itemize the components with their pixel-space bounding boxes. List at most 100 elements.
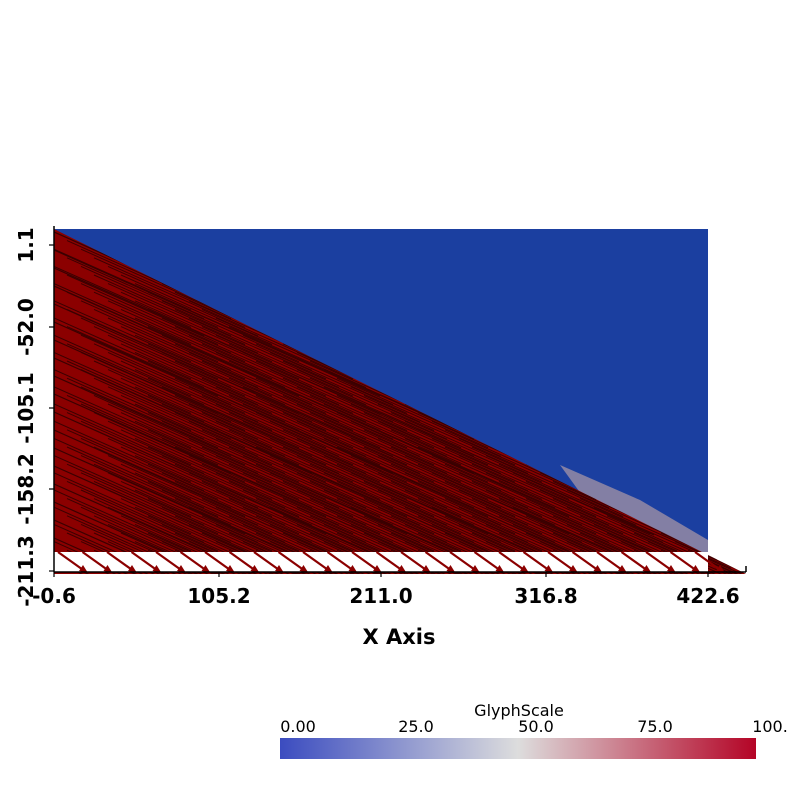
glyph-shaft bbox=[377, 455, 516, 518]
glyph-shaft bbox=[282, 480, 421, 543]
glyph-shaft bbox=[242, 334, 381, 397]
glyph-shaft bbox=[714, 412, 746, 475]
glyph-shaft bbox=[228, 343, 367, 406]
glyph-shaft bbox=[201, 326, 340, 389]
glyph-shaft bbox=[579, 498, 718, 561]
glyph-shaft bbox=[269, 437, 408, 500]
glyph-shaft bbox=[54, 537, 655, 574]
glyph-shaft bbox=[147, 412, 286, 475]
colorbar-tick-label: 50.0 bbox=[518, 717, 554, 736]
glyph-shaft bbox=[174, 360, 313, 423]
glyph-shaft bbox=[80, 403, 219, 466]
glyph-shaft bbox=[107, 437, 246, 500]
glyph-shaft bbox=[174, 498, 313, 561]
glyph-shaft bbox=[174, 326, 313, 389]
glyph-shaft bbox=[134, 472, 273, 535]
glyph-shaft bbox=[728, 265, 746, 328]
glyph-head bbox=[471, 565, 480, 573]
glyph-shaft bbox=[201, 394, 340, 457]
glyph-shaft bbox=[54, 321, 655, 574]
glyph-shaft bbox=[228, 463, 367, 526]
glyph-shaft bbox=[107, 386, 246, 449]
glyph-shaft bbox=[728, 386, 746, 449]
glyph-head bbox=[691, 565, 701, 573]
glyph-shaft bbox=[134, 369, 273, 432]
glyph-shaft bbox=[323, 437, 462, 500]
glyph-shaft bbox=[282, 446, 421, 509]
glyph-shaft bbox=[417, 463, 556, 526]
glyph-shaft bbox=[714, 360, 746, 423]
glyph-shaft bbox=[728, 283, 746, 346]
glyph-shaft bbox=[431, 437, 570, 500]
glyph-shaft bbox=[201, 446, 340, 509]
glyph-shaft bbox=[201, 377, 340, 440]
glyph-shaft bbox=[54, 483, 655, 574]
glyph-shaft bbox=[107, 455, 246, 518]
glyph-shaft bbox=[255, 412, 394, 475]
glyph-shaft bbox=[93, 257, 232, 320]
glyph-shaft bbox=[93, 274, 232, 337]
glyph-shaft bbox=[147, 326, 286, 389]
glyph-shaft bbox=[201, 463, 340, 526]
glyph-shaft bbox=[269, 351, 408, 414]
glyph-shaft bbox=[54, 501, 655, 574]
glyph-shaft bbox=[147, 429, 286, 492]
glyph-shaft bbox=[242, 437, 381, 500]
glyph-shaft bbox=[471, 498, 610, 561]
glyph-shaft bbox=[458, 489, 597, 552]
glyph-shaft bbox=[404, 455, 543, 518]
glyph-shaft bbox=[54, 386, 192, 449]
glyph-shaft bbox=[161, 317, 300, 380]
glyph-shaft bbox=[161, 455, 300, 518]
glyph-shaft bbox=[350, 437, 489, 500]
glyph-shaft bbox=[309, 498, 448, 561]
glyph-shaft bbox=[593, 506, 732, 569]
glyph-shaft bbox=[701, 455, 746, 518]
glyph-head bbox=[520, 565, 529, 573]
glyph-shaft bbox=[215, 317, 354, 380]
glyph-head bbox=[397, 565, 407, 573]
glyph-shaft bbox=[377, 420, 516, 483]
glyph-shaft bbox=[309, 377, 448, 440]
glyph-shaft bbox=[309, 463, 448, 526]
glyph-shaft bbox=[350, 455, 489, 518]
glyph-shaft bbox=[54, 437, 192, 500]
glyph-shaft bbox=[701, 489, 746, 552]
glyph-shaft bbox=[701, 506, 746, 569]
glyph-shaft bbox=[323, 420, 462, 483]
glyph-shaft bbox=[134, 317, 273, 380]
glyph-shaft bbox=[390, 429, 529, 492]
colorbar-gradient bbox=[280, 738, 756, 759]
glyph-shaft bbox=[309, 446, 448, 509]
glyph-shaft bbox=[174, 412, 313, 475]
glyph-shaft bbox=[485, 489, 624, 552]
glyph-shaft bbox=[363, 480, 502, 543]
glyph-shaft bbox=[66, 463, 205, 526]
glyph-shaft bbox=[485, 455, 624, 518]
glyph-shaft bbox=[728, 523, 746, 574]
glyph-shaft bbox=[323, 455, 462, 518]
glyph-shaft bbox=[147, 463, 286, 526]
glyph-shaft bbox=[242, 472, 381, 535]
glyph-shaft bbox=[54, 283, 192, 346]
glyph-shaft bbox=[80, 265, 219, 328]
glyph-shaft bbox=[242, 386, 381, 449]
glyph-shaft bbox=[107, 403, 246, 466]
glyph-shaft bbox=[444, 498, 583, 561]
glyph-head bbox=[667, 565, 676, 573]
glyph-shaft bbox=[147, 394, 286, 457]
glyph-shaft bbox=[741, 446, 746, 509]
glyph-shaft bbox=[296, 437, 435, 500]
glyph-shaft bbox=[134, 300, 273, 363]
glyph-shaft bbox=[714, 377, 746, 440]
glyph-shaft bbox=[282, 429, 421, 492]
glyph-shaft bbox=[741, 412, 746, 475]
glyph-shaft bbox=[66, 274, 205, 337]
glyph-shaft bbox=[714, 498, 746, 561]
glyph-shaft bbox=[93, 343, 232, 406]
glyph-shaft bbox=[66, 394, 205, 457]
y-tick-labels: 1.1 -52.0 -105.1 -158.2 -211.3 bbox=[14, 227, 38, 607]
glyph-shaft bbox=[255, 394, 394, 457]
glyph-shaft bbox=[269, 369, 408, 432]
glyph-shaft bbox=[728, 334, 746, 397]
